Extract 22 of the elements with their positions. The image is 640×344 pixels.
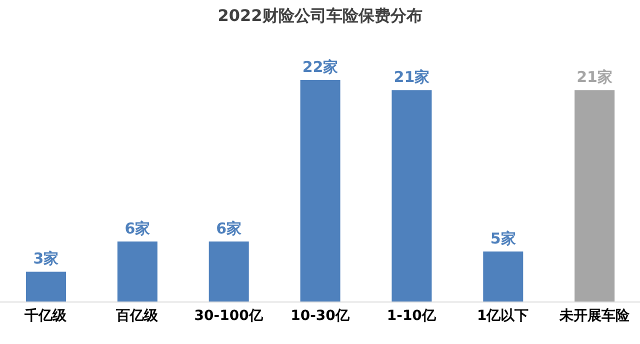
bar: [300, 80, 340, 302]
bar: [117, 241, 158, 302]
data-label: 21家: [394, 68, 430, 86]
data-label: 6家: [124, 219, 150, 238]
x-tick-label: 10-30亿: [290, 308, 350, 324]
data-label: 6家: [216, 219, 242, 238]
bar: [208, 241, 249, 302]
x-tick-label: 百亿级: [115, 308, 160, 324]
data-label: 21家: [576, 68, 613, 86]
x-tick-label: 千亿级: [24, 306, 68, 324]
x-tick-label: 30-100亿: [194, 308, 264, 324]
data-label: 22家: [302, 58, 338, 76]
data-label: 5家: [490, 230, 516, 248]
x-tick-label: 未开展车险: [558, 306, 630, 324]
bar: [483, 252, 524, 302]
x-tick-label: 1-10亿: [386, 308, 437, 324]
bar: [26, 272, 66, 302]
bar: [574, 90, 615, 302]
x-tick-label: 1亿以下: [476, 308, 529, 324]
chart-title: 2022财险公司车险保费分布: [216, 6, 424, 27]
data-label: 3家: [33, 250, 59, 268]
bar: [392, 90, 432, 302]
